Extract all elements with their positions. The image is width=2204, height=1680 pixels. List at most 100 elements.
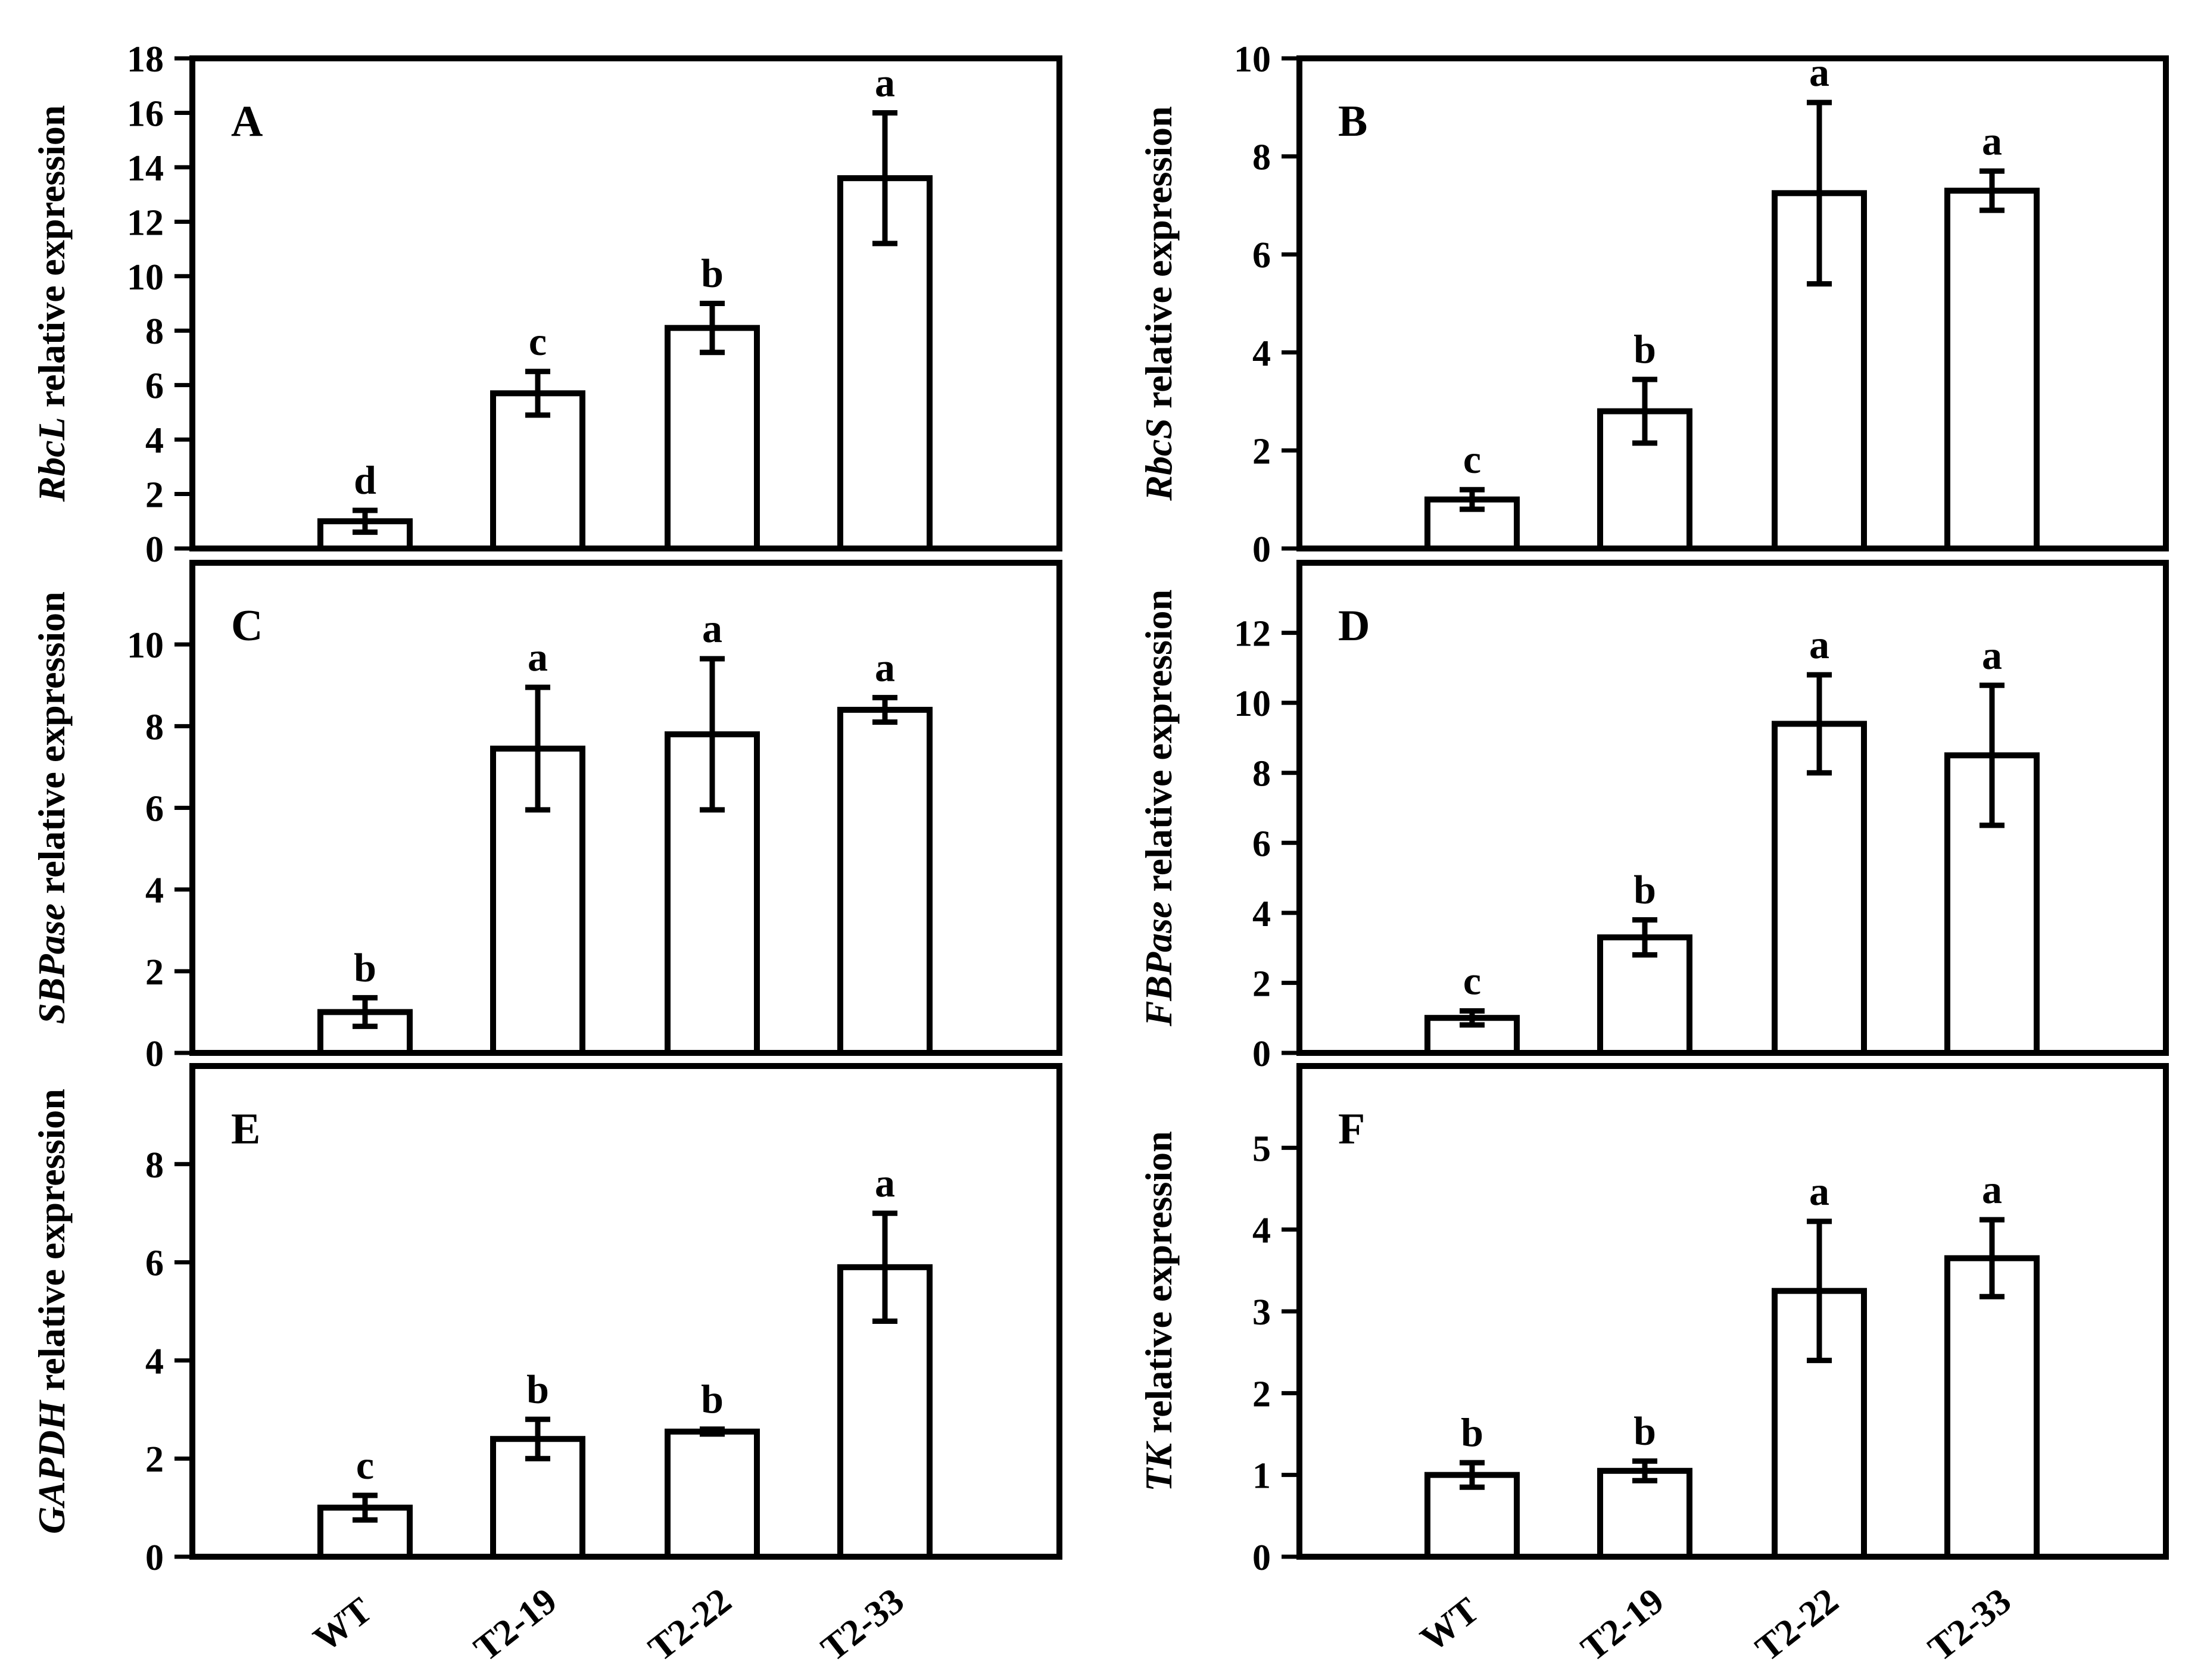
y-tick-label: 0 [1252, 529, 1271, 570]
y-tick-label: 4 [1252, 894, 1271, 934]
significance-letter: b [1633, 326, 1656, 372]
x-tick-label: T2-33 [814, 1581, 912, 1669]
error-bar [1632, 917, 1657, 958]
x-tick-label: T2-22 [1748, 1581, 1846, 1669]
significance-letter: a [1809, 1168, 1829, 1214]
y-tick-label: 18 [127, 39, 164, 80]
significance-letter: b [1633, 1408, 1656, 1453]
y-tick-label: 4 [1252, 1211, 1271, 1251]
y-axis-label: TK relative expression [1137, 1131, 1180, 1492]
bar-t2-22 [665, 325, 760, 552]
bar-t2-19 [490, 390, 585, 552]
y-tick-label: 2 [1252, 1374, 1271, 1414]
significance-letter: a [1809, 49, 1829, 95]
error-bar [525, 369, 550, 418]
y-tick-label: 8 [1252, 138, 1271, 178]
y-axis-gene-name: RbcL [30, 417, 73, 502]
significance-letter: a [528, 634, 548, 680]
plot-frame [1296, 55, 2169, 551]
panel-a: 0 2 4 6 8 10 12 14 16 18 RbcL relative expression A… [30, 39, 1062, 570]
y-tick-label: 6 [145, 1243, 164, 1284]
y-tick-label: 5 [1252, 1129, 1271, 1169]
bar-t2-19 [1597, 1467, 1692, 1560]
y-tick-label: 8 [145, 1145, 164, 1186]
panel-letter: E [231, 1105, 260, 1154]
panel-letter: D [1338, 601, 1370, 650]
significance-letter: c [356, 1442, 374, 1488]
error-bar [872, 694, 897, 725]
plot-frame [189, 55, 1062, 551]
significance-letter: a [875, 60, 895, 105]
significance-letter: c [529, 319, 547, 364]
panel-d: 0 2 4 6 8 10 12 FBPase relative expression Dc b a a [1137, 560, 2169, 1074]
y-axis-label: RbcS relative expression [1137, 106, 1180, 501]
y-tick-label: 2 [1252, 964, 1271, 1004]
error-bar [700, 1426, 725, 1437]
plot-frame [189, 1063, 1062, 1560]
y-axis-label: RbcL relative expression [30, 105, 73, 503]
y-tick-label: 6 [1252, 824, 1271, 864]
significance-letter: b [526, 1366, 549, 1411]
y-axis-label-suffix: relative expression [1137, 106, 1180, 418]
y-tick-label: 0 [145, 1034, 164, 1074]
significance-letter: d [354, 457, 376, 503]
significance-letter: a [1982, 118, 2002, 163]
y-tick-label: 6 [145, 789, 164, 830]
y-tick-label: 12 [1234, 614, 1271, 654]
y-tick-label: 4 [145, 871, 164, 911]
y-tick-label: 2 [145, 952, 164, 993]
y-tick-label: 12 [127, 202, 164, 243]
x-tick-label: T2-19 [1574, 1581, 1672, 1669]
y-tick-label: 2 [145, 475, 164, 516]
error-bar [700, 301, 725, 356]
y-axis-label-suffix: relative expression [30, 1089, 73, 1401]
significance-letter: b [1633, 867, 1656, 912]
bar-t2-33 [1944, 188, 2040, 551]
y-tick-label: 3 [1252, 1292, 1271, 1333]
error-bar [872, 110, 897, 247]
error-bar [872, 1210, 897, 1324]
y-axis-label: GAPDH relative expression [30, 1089, 73, 1534]
y-tick-label: 0 [145, 529, 164, 570]
y-axis-gene-name: SBPase [30, 903, 73, 1024]
x-tick-label: T2-22 [641, 1581, 739, 1669]
y-axis-label-suffix: relative expression [1137, 590, 1180, 902]
y-tick-label: 0 [145, 1538, 164, 1578]
x-tick-label: T2-33 [1921, 1581, 2019, 1669]
significance-letter: a [875, 1160, 895, 1205]
significance-letter: a [1809, 622, 1829, 667]
y-tick-label: 8 [1252, 754, 1271, 794]
y-tick-label: 0 [1252, 1538, 1271, 1578]
error-bar [353, 507, 378, 535]
y-axis-gene-name: GAPDH [30, 1400, 73, 1534]
y-tick-label: 6 [1252, 235, 1271, 276]
x-tick-label: WT [306, 1590, 379, 1660]
bar-t2-19 [1597, 934, 1692, 1056]
error-bar [700, 656, 725, 813]
panel-letter: A [231, 97, 263, 146]
error-bar [525, 684, 550, 813]
y-tick-label: 10 [127, 257, 164, 298]
panel-e: 0 2 4 6 8 GAPDH relative expression Ec WT b T2-19… [30, 1063, 1062, 1669]
x-tick-label: T2-19 [467, 1581, 565, 1669]
y-tick-label: 10 [1234, 39, 1271, 80]
error-bar [1460, 487, 1485, 512]
y-tick-label: 10 [1234, 684, 1271, 724]
significance-letter: a [702, 606, 722, 651]
error-bar [353, 995, 378, 1029]
error-bar [1979, 1217, 2005, 1299]
y-tick-label: 8 [145, 311, 164, 352]
error-bar [1460, 1008, 1485, 1028]
significance-letter: a [1982, 1167, 2002, 1212]
y-tick-label: 8 [145, 707, 164, 747]
y-tick-label: 2 [1252, 431, 1271, 472]
significance-letter: b [701, 1376, 724, 1422]
y-tick-label: 2 [145, 1439, 164, 1480]
y-axis-label-suffix: relative expression [1137, 1131, 1180, 1443]
y-axis-label: SBPase relative expression [30, 591, 73, 1024]
error-bar [1632, 1458, 1657, 1483]
y-axis-label-suffix: relative expression [30, 591, 73, 903]
y-axis-gene-name: TK [1137, 1441, 1180, 1492]
bar-t2-22 [1772, 721, 1867, 1056]
